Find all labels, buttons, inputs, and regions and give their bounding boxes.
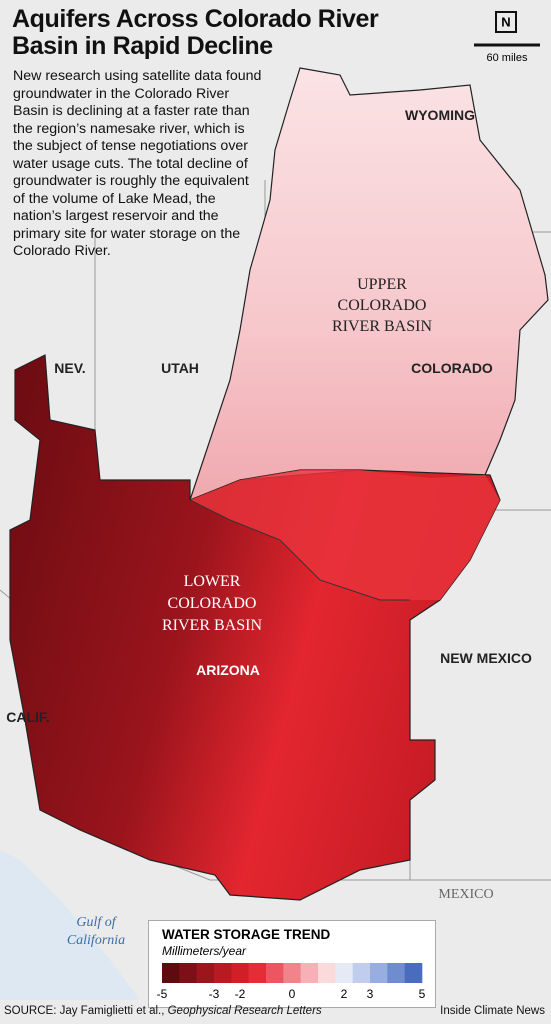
legend-tick-label: 2	[341, 987, 348, 1001]
legend-swatch	[231, 963, 249, 983]
state-label: COLORADO	[411, 360, 493, 376]
lower-basin-transition	[190, 470, 500, 600]
legend-swatch	[387, 963, 405, 983]
state-label: NEV.	[54, 360, 85, 376]
legend-swatch	[162, 963, 180, 983]
legend-swatch	[266, 963, 284, 983]
credit: Inside Climate News	[440, 1005, 545, 1017]
intro-text: New research using satellite data found …	[13, 68, 262, 259]
basin-label: LOWER	[184, 573, 241, 590]
state-label: CALIF.	[6, 709, 50, 725]
north-box	[495, 11, 517, 33]
legend-tick-label: -3	[209, 987, 220, 1001]
state-label: ARIZONA	[196, 662, 260, 678]
legend-title: WATER STORAGE TREND	[162, 927, 331, 942]
north-scale: N 60 miles	[474, 11, 540, 64]
state-label: WYOMING	[405, 107, 475, 123]
legend-subtitle: Millimeters/year	[162, 944, 247, 958]
legend-swatch	[283, 963, 301, 983]
gulf-label: Gulf of California	[67, 915, 125, 948]
basin-divide	[189, 499, 410, 601]
legend-tick-label: 5	[419, 987, 426, 1001]
legend-swatch	[300, 963, 319, 983]
title: Aquifers Across Colorado River Basin in …	[12, 5, 379, 60]
legend-swatch	[196, 963, 215, 983]
legend-swatch	[318, 963, 336, 983]
source: SOURCE: Jay Famiglietti et al., Geophysi…	[4, 1005, 322, 1017]
title-line: Aquifers Across Colorado River	[12, 5, 379, 33]
upper-basin-label: UPPER COLORADO RIVER BASIN	[332, 276, 432, 335]
basin-label: UPPER	[357, 276, 407, 293]
legend-swatch	[370, 963, 388, 983]
north-label: N	[501, 14, 510, 29]
country-label: MEXICO	[438, 887, 493, 902]
state-label: UTAH	[161, 360, 199, 376]
water-label: California	[67, 933, 125, 948]
legend-tick-label: -2	[235, 987, 246, 1001]
basin-label: COLORADO	[168, 595, 257, 612]
legend-swatch	[248, 963, 267, 983]
legend-swatch	[214, 963, 232, 983]
water-label: Gulf of	[76, 915, 117, 930]
basin-label: RIVER BASIN	[332, 318, 432, 335]
state-label: NEW MEXICO	[440, 650, 532, 666]
source-text: SOURCE: Jay Famiglietti et al.,	[4, 1005, 168, 1017]
legend-swatch	[404, 963, 423, 983]
legend-scale: -5 -3 -2 0 2 3 5	[157, 963, 426, 1001]
legend-swatch	[335, 963, 353, 983]
lower-basin-label: LOWER COLORADO RIVER BASIN	[162, 573, 262, 634]
gulf-water	[0, 850, 140, 1000]
legend-swatch	[179, 963, 197, 983]
legend-tick-label: 3	[367, 987, 374, 1001]
legend-tick-label: 0	[289, 987, 296, 1001]
scale-label: 60 miles	[487, 52, 528, 64]
title-line: Basin in Rapid Decline	[12, 32, 273, 60]
source-journal: Geophysical Research Letters	[167, 1005, 322, 1017]
legend-tick-label: -5	[157, 987, 168, 1001]
legend-swatch	[352, 963, 371, 983]
basin-label: RIVER BASIN	[162, 617, 262, 634]
basin-label: COLORADO	[338, 297, 427, 314]
legend: WATER STORAGE TREND Millimeters/year -5-…	[148, 920, 436, 1008]
